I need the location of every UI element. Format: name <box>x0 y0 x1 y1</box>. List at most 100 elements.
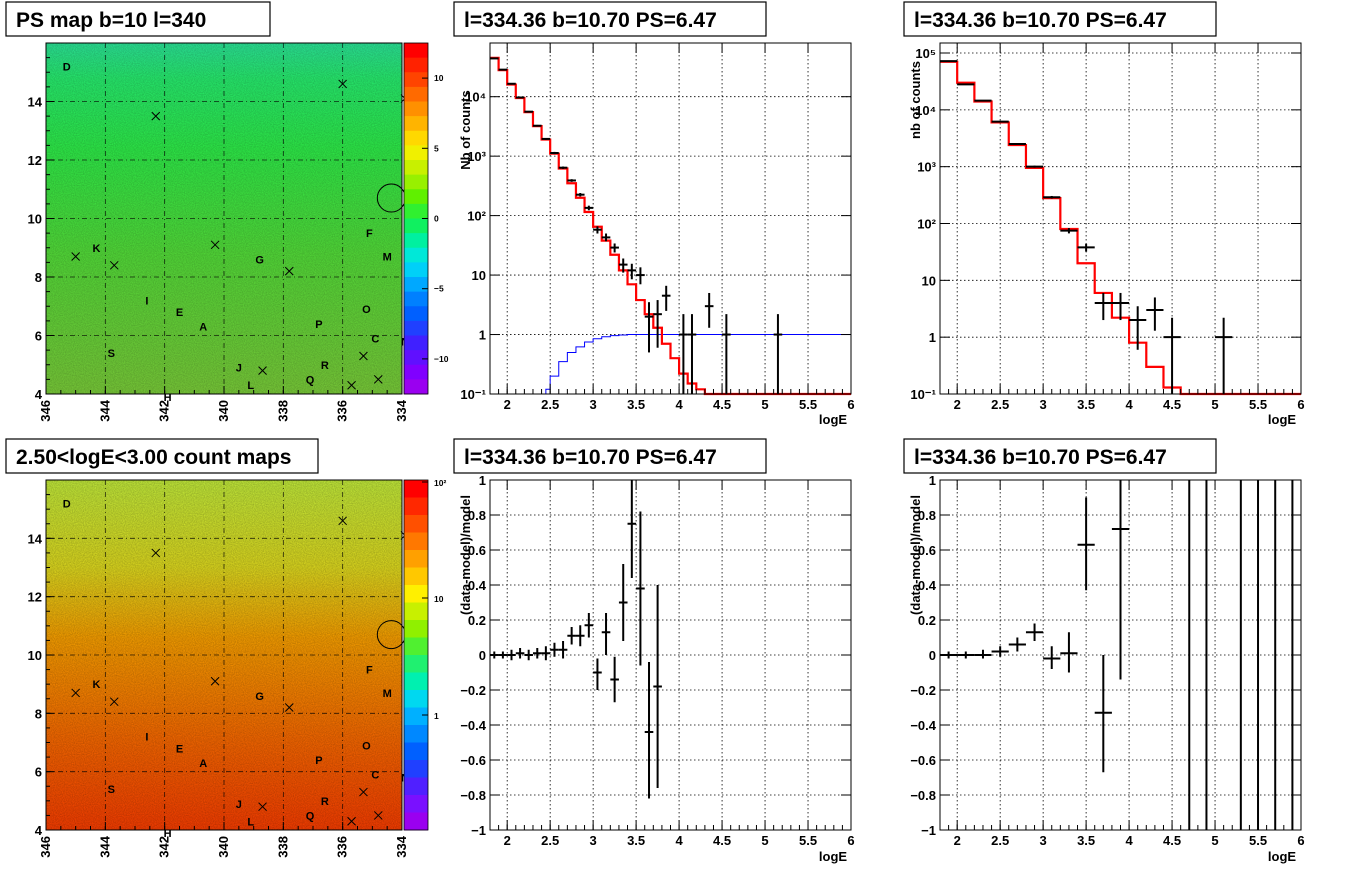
spec2-ylabel: nb of counts <box>908 61 923 139</box>
count-colorbar-tick-label: 1 <box>434 711 439 721</box>
count-colorbar-cell <box>404 567 428 586</box>
res2-xtick-label: 6 <box>1297 833 1304 848</box>
psmap-source-cross <box>210 240 220 250</box>
ps-colorbar-cell <box>404 291 428 307</box>
psmap-xtick-label: 336 <box>335 400 350 422</box>
cntmap-ytick-label: 6 <box>35 765 42 780</box>
psmap-source-cross <box>71 252 81 261</box>
cntmap-source-label: H <box>164 828 172 840</box>
spec1-title-box <box>453 1 767 37</box>
cntmap-source-cross <box>359 787 368 797</box>
res2-xtick-label: 5.5 <box>1249 833 1267 848</box>
res2-ytick-label: 0.4 <box>918 578 937 593</box>
cntmap-source-label: K <box>92 679 100 691</box>
res2-ytick-label: 0.2 <box>918 613 936 628</box>
ps-colorbar-tick-label: 5 <box>434 143 439 153</box>
count-map-title: 2.50<logE<3.00 count maps <box>16 446 291 469</box>
cntmap-source-cross <box>71 688 81 698</box>
count-colorbar-cell <box>404 480 428 498</box>
cntmap-source-label: A <box>199 758 207 770</box>
count-colorbar-cell <box>404 550 428 568</box>
ps-colorbar-cell <box>404 43 428 59</box>
cntmap-xtick-label: 342 <box>157 836 172 858</box>
ps-colorbar-cell <box>404 101 428 117</box>
res2-xtick-label: 3 <box>1040 833 1047 848</box>
count-colorbar-cell <box>404 620 428 638</box>
psmap-source-cross <box>347 380 356 390</box>
spec1-ytick-label: 10 <box>472 268 486 283</box>
ps-colorbar-cell <box>404 189 428 205</box>
count-map-sources: DKGFMIEAPOCNSJRLQH <box>63 498 410 840</box>
res2-ytick-label: −0.6 <box>910 753 936 768</box>
res1-ytick-label: −0.6 <box>460 753 486 768</box>
psmap-ytick-label: 4 <box>35 387 43 402</box>
cntmap-source-label: Q <box>306 810 315 822</box>
spec2-xtick-label: 5.5 <box>1249 397 1267 412</box>
cntmap-source-label: M <box>383 688 392 700</box>
res2-ytick-label: −1 <box>921 823 936 838</box>
ps-colorbar-tick-label: −10 <box>434 354 449 364</box>
spec2-xtick-label: 6 <box>1297 397 1304 412</box>
spec1-xtick-label: 5.5 <box>799 397 817 412</box>
count-colorbar-cell <box>404 602 428 621</box>
ps-colorbar-cell <box>404 379 428 395</box>
res2-ytick-label: 0 <box>929 648 936 663</box>
psmap-source-label: A <box>199 322 207 334</box>
res1-xtick-label: 3 <box>590 833 597 848</box>
ps-colorbar-cell <box>404 320 428 336</box>
cntmap-source-cross <box>151 548 161 558</box>
res2-xtick-label: 5 <box>1211 833 1218 848</box>
spec2-xtick-label: 2 <box>954 397 961 412</box>
res2-xlabel: logE <box>1268 849 1296 864</box>
count-colorbar-cell <box>404 672 428 691</box>
res1-xlabel: logE <box>819 849 847 864</box>
psmap-source-label: F <box>366 228 373 240</box>
res1-ytick-label: 0 <box>479 648 486 663</box>
res1-ytick-label: −0.2 <box>460 683 486 698</box>
cntmap-source-cross <box>338 516 348 526</box>
res1-ytick-label: −0.8 <box>460 788 486 803</box>
spec2-ytick-label: 10⁻¹ <box>910 387 936 402</box>
psmap-source-cross <box>359 351 368 361</box>
res1-title: l=334.36 b=10.70 PS=6.47 <box>464 446 717 469</box>
ps-colorbar-cell <box>404 335 428 351</box>
spec2-xtick-label: 3.5 <box>1077 397 1095 412</box>
ps-colorbar-cell <box>404 86 428 102</box>
cntmap-source-cross <box>109 697 119 707</box>
count-map-panel: DKGFMIEAPOCNSJRLQH 346344342340338336334… <box>28 478 447 858</box>
res1-ytick-label: 0.8 <box>468 508 486 523</box>
spec2-ytick-label: 10 <box>922 273 936 288</box>
psmap-ytick-label: 8 <box>35 270 42 285</box>
psmap-source-label: Q <box>306 374 315 386</box>
res2-xtick-label: 4.5 <box>1163 833 1181 848</box>
cntmap-source-label: R <box>321 796 329 808</box>
cntmap-ytick-label: 4 <box>35 823 43 838</box>
count-colorbar-cell <box>404 532 428 551</box>
psmap-source-label: E <box>176 307 183 319</box>
ps-colorbar-cell <box>404 72 428 88</box>
spec1-ylabel: Nb of counts <box>458 90 473 169</box>
spec1-ytick-label: 10² <box>467 209 486 224</box>
spec1-title: l=334.36 b=10.70 PS=6.47 <box>464 9 717 32</box>
psmap-source-label: M <box>383 252 392 264</box>
psmap-source-cross <box>284 266 294 276</box>
spec1-ytick-label: 10⁻¹ <box>460 387 486 402</box>
res1-xtick-label: 6 <box>847 833 854 848</box>
spec1-xtick-label: 4.5 <box>713 397 731 412</box>
cntmap-xtick-label: 346 <box>38 836 53 858</box>
count-colorbar-cell <box>404 637 428 656</box>
ps-map-panel: DKGFMIEAPOCNSJRLQH 346344342340338336334… <box>28 42 449 422</box>
res1-xtick-label: 5.5 <box>799 833 817 848</box>
spec2-ytick-label: 10³ <box>917 160 936 175</box>
count-colorbar-cell <box>404 585 428 603</box>
res1-ylabel: (data-model)/model <box>458 495 473 615</box>
count-colorbar-frame <box>403 479 429 831</box>
psmap-ytick-label: 12 <box>28 153 42 168</box>
psmap-source-label: G <box>255 254 264 266</box>
res1-ytick-label: 1 <box>479 473 486 488</box>
ps-colorbar-cell <box>404 277 428 293</box>
cntmap-source-cross <box>284 703 294 712</box>
spectrum-panel-1: 2 2.5 3 3.5 4 4.5 5 5.5 6 10⁻¹ 1 10 10² 10³ 10⁴ <box>460 42 855 412</box>
cntmap-source-label: S <box>108 784 115 796</box>
res1-xtick-label: 5 <box>761 833 768 848</box>
